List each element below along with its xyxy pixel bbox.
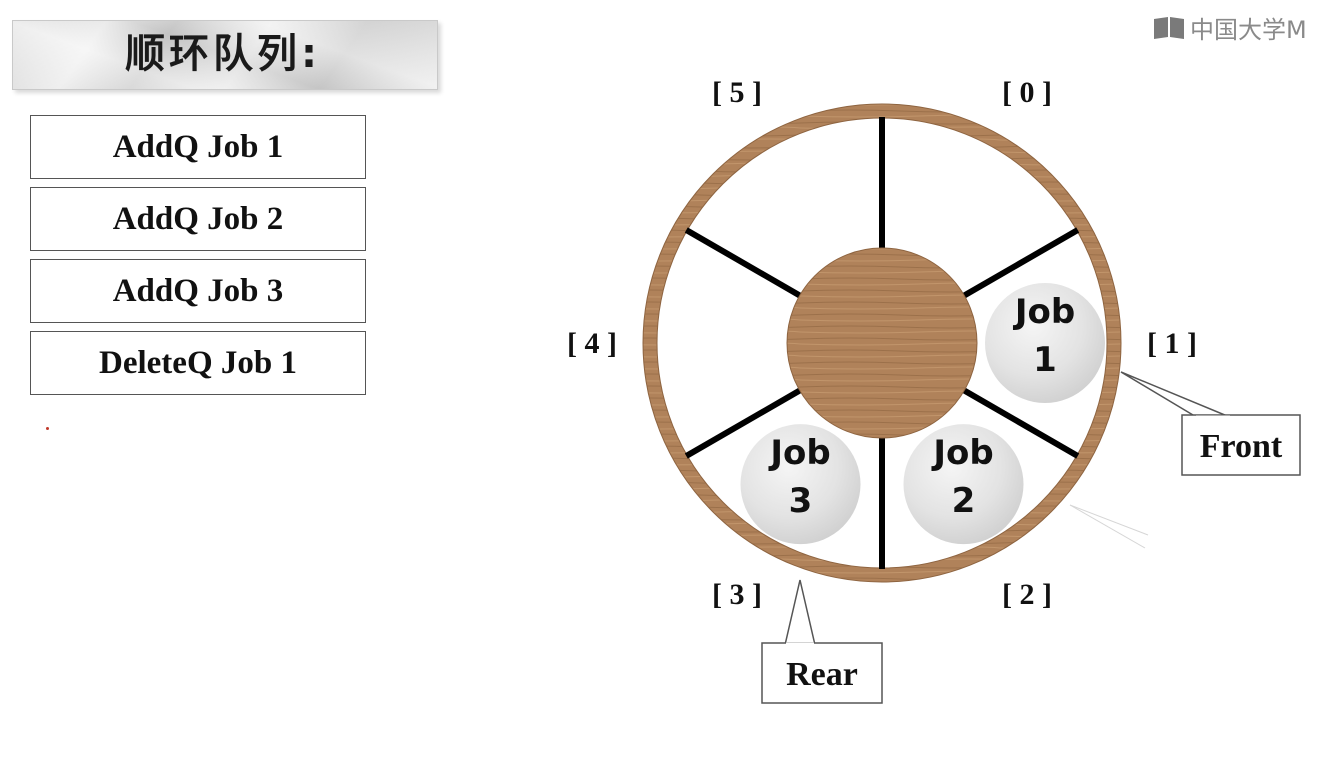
rear-label: Rear — [786, 656, 858, 693]
operation-addq-job-1: AddQ Job 1 — [30, 115, 366, 179]
reflection-lines — [1069, 504, 1149, 549]
book-icon — [1152, 15, 1186, 41]
queue-jobs: Job 1 Job 2 Job 3 — [740, 283, 1105, 545]
slot-label-2: [ 2 ] — [1002, 578, 1052, 611]
slot-divider-1 — [962, 227, 1080, 299]
slot-label-5: [ 5 ] — [712, 76, 762, 109]
title-banner — [12, 20, 438, 90]
job-label: Job — [768, 433, 830, 473]
queue-ring — [643, 104, 1121, 582]
job-number: 1 — [1033, 340, 1057, 380]
front-pointer: Front — [1120, 371, 1301, 476]
watermark-text: 中国大学M — [1190, 16, 1307, 44]
page-title: 顺环队列: — [125, 31, 321, 77]
front-label: Front — [1200, 428, 1283, 465]
slot-label-4: [ 4 ] — [567, 327, 617, 360]
job-number: 3 — [789, 481, 813, 521]
slot-divider-4 — [684, 387, 802, 459]
job-3: Job 3 — [740, 424, 861, 545]
queue-hub — [786, 247, 978, 439]
job-label: Job — [1013, 292, 1075, 332]
operation-deleteq-job-1: DeleteQ Job 1 — [30, 331, 366, 395]
job-circle — [985, 283, 1105, 403]
job-2: Job 2 — [903, 424, 1024, 545]
job-number: 2 — [952, 481, 976, 521]
job-label: Job — [931, 433, 993, 473]
slot-divider-5 — [684, 227, 802, 299]
slot-labels: [ 0 ] [ 1 ] [ 2 ] [ 3 ] [ 4 ] [ 5 ] — [567, 76, 1197, 611]
slot-divider-2 — [962, 387, 1080, 459]
watermark: 中国大学M — [1152, 10, 1307, 45]
pointer-dot — [46, 427, 49, 430]
operation-addq-job-2: AddQ Job 2 — [30, 187, 366, 251]
slot-label-0: [ 0 ] — [1002, 76, 1052, 109]
slot-dividers — [684, 117, 1080, 569]
job-1: Job 1 — [985, 283, 1105, 403]
slot-label-1: [ 1 ] — [1147, 327, 1197, 360]
job-circle — [740, 424, 861, 545]
rear-pointer: Rear — [761, 579, 883, 704]
job-circle — [903, 424, 1024, 545]
slot-label-3: [ 3 ] — [712, 578, 762, 611]
operation-addq-job-3: AddQ Job 3 — [30, 259, 366, 323]
